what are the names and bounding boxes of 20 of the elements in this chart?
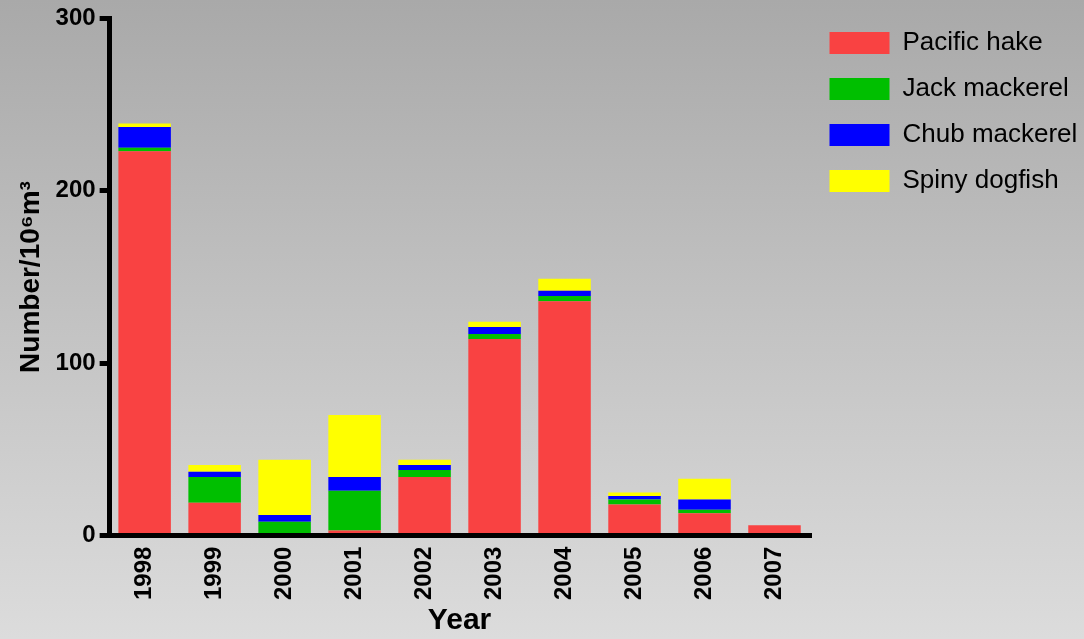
legend-label: Jack mackerel [902,72,1069,103]
y-tick-label: 200 [55,175,96,203]
y-tick-label: 300 [55,3,96,31]
x-tick-label: 1998 [129,546,157,600]
x-tick-label: 2001 [339,546,367,600]
legend-label: Chub mackerel [902,118,1078,149]
x-tick-label: 2002 [409,546,437,600]
y-tick-label: 100 [55,347,96,375]
legend-label: Spiny dogfish [902,164,1059,195]
x-tick-label: 2004 [549,545,577,600]
x-tick-label: 2005 [619,546,647,600]
legend-label: Pacific hake [902,26,1043,57]
x-tick-label: 2000 [269,546,297,600]
x-tick-label: 2006 [689,546,717,600]
x-tick-label: 2003 [479,546,507,600]
y-axis-title: Number/10⁶m³ [13,181,45,373]
y-tick-label: 0 [82,520,96,548]
x-axis-title: Year [427,602,492,636]
x-tick-label: 2007 [759,546,787,600]
x-tick-label: 1999 [199,546,227,600]
